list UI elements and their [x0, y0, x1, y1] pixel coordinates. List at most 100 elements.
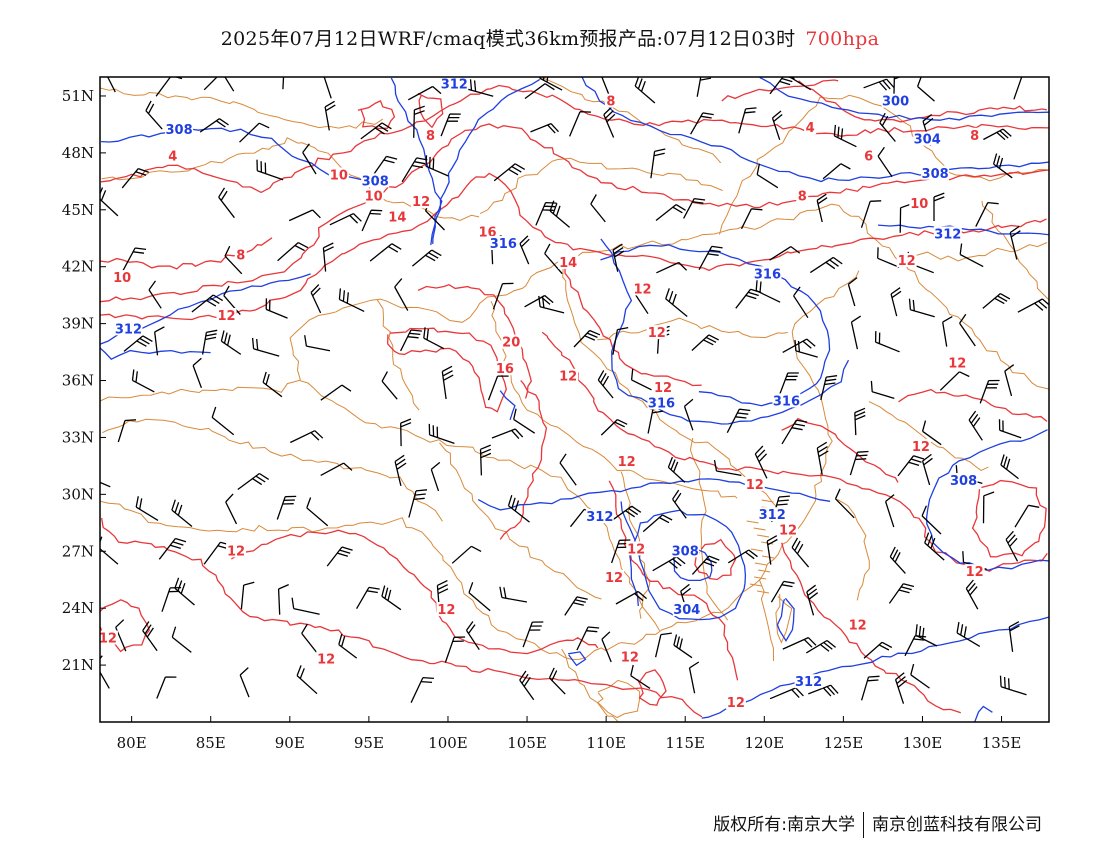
- wind-barb: [522, 621, 544, 648]
- temperature-label-bg: [477, 224, 498, 239]
- wind-barb: [121, 247, 147, 272]
- wind-barb: [381, 585, 402, 611]
- temperature-label: 12: [966, 565, 984, 580]
- wind-barb: [430, 461, 441, 492]
- wind-barb: [979, 379, 1000, 404]
- temperature-label: 4: [806, 121, 815, 136]
- wind-barb: [322, 242, 334, 272]
- wind-barb: [301, 623, 319, 655]
- wind-barb: [544, 243, 563, 275]
- wind-barb: [665, 288, 688, 318]
- lon-tick-label: 95E: [354, 734, 384, 752]
- temperature-label: 12: [912, 440, 930, 455]
- temperature-label: 14: [388, 210, 406, 225]
- temperature-isotherm: [230, 529, 599, 655]
- wind-barb: [265, 298, 288, 319]
- wind-barb: [781, 419, 808, 445]
- temperature-label-bg: [947, 355, 968, 370]
- wind-barb: [444, 636, 466, 663]
- wind-barb: [440, 113, 461, 137]
- border-line: [981, 200, 1049, 301]
- height-label: 316: [648, 396, 675, 411]
- temperature-isotherm: [721, 79, 839, 102]
- wind-barb: [240, 581, 255, 610]
- lon-tick-label: 90E: [275, 734, 305, 752]
- wind-barb: [338, 288, 365, 312]
- wind-barb: [381, 371, 398, 400]
- temperature-label: 4: [168, 150, 177, 165]
- temperature-label: 12: [559, 370, 577, 385]
- wind-barb: [860, 675, 880, 701]
- wind-barb: [615, 590, 648, 605]
- wind-barb: [982, 293, 1011, 309]
- wind-barb: [191, 294, 224, 313]
- wind-barb: [688, 661, 700, 694]
- height-label: 300: [882, 95, 909, 110]
- wind-barb: [600, 419, 628, 436]
- temperature-isotherm: [637, 669, 667, 706]
- wind-barb: [921, 505, 942, 535]
- wind-barb: [100, 536, 119, 565]
- temperature-label-bg: [558, 368, 579, 383]
- temperature-label-bg: [604, 569, 625, 584]
- temperature-label: 12: [605, 571, 623, 586]
- border-line: [490, 301, 738, 499]
- wind-barb: [863, 78, 895, 91]
- wind-barb: [642, 514, 673, 533]
- height-label-bg: [585, 509, 614, 524]
- wind-barb: [135, 496, 159, 521]
- wind-barb: [899, 203, 912, 233]
- border-line: [561, 260, 783, 513]
- wind-barb: [690, 112, 714, 135]
- footer-company: 南京创蓝科技有限公司: [872, 815, 1042, 835]
- border-line: [597, 317, 788, 341]
- border-line: [376, 299, 420, 411]
- wind-barb: [239, 667, 250, 698]
- height-label-bg: [794, 674, 823, 689]
- lat-tick-label: 51N: [62, 87, 94, 105]
- temperature-isotherm: [781, 417, 899, 483]
- wind-barb: [654, 632, 672, 658]
- temperature-label: 12: [779, 523, 797, 538]
- wind-barb: [769, 687, 804, 700]
- wind-barb: [1014, 504, 1040, 528]
- temperature-label-bg: [653, 380, 674, 395]
- wind-barb: [549, 200, 571, 228]
- height-label: 308: [362, 174, 389, 189]
- wind-barb: [425, 155, 449, 177]
- wind-barb: [897, 455, 925, 477]
- wind-barb: [499, 586, 528, 603]
- temperature-label: 12: [654, 381, 672, 396]
- wind-barb: [145, 100, 163, 130]
- border-line: [775, 593, 793, 644]
- wind-barb: [771, 110, 783, 141]
- wind-barb: [793, 286, 809, 319]
- wind-barb: [576, 626, 600, 651]
- wind-barb: [507, 495, 530, 523]
- wind-barb: [877, 247, 900, 268]
- temperature-label-bg: [494, 361, 515, 376]
- temperature-label: 12: [627, 542, 645, 557]
- wind-barb: [847, 277, 858, 307]
- wind-barb: [201, 329, 218, 355]
- wind-barb: [939, 371, 970, 391]
- border-line: [901, 258, 1049, 390]
- coastline-detail: [758, 569, 771, 573]
- wind-barb: [863, 641, 893, 659]
- wind-barb: [874, 331, 900, 353]
- wind-barb: [400, 329, 422, 352]
- wind-barb: [513, 408, 536, 434]
- temperature-label-bg: [646, 325, 667, 340]
- wind-barb: [667, 456, 686, 483]
- wind-barb: [369, 243, 402, 262]
- temperature-label-bg: [411, 194, 432, 209]
- temperature-isotherm: [559, 260, 702, 387]
- wind-barb: [262, 371, 283, 398]
- lat-tick-label: 36N: [62, 372, 94, 390]
- wind-barb: [288, 209, 321, 222]
- wind-barb: [992, 153, 1013, 179]
- map-title: 2025年07月12日WRF/cmaq模式36km预报产品:07月12日03时 7…: [0, 24, 1100, 51]
- lon-tick-label: 125E: [824, 734, 864, 752]
- wind-barb: [630, 664, 651, 689]
- wind-barb: [530, 122, 559, 134]
